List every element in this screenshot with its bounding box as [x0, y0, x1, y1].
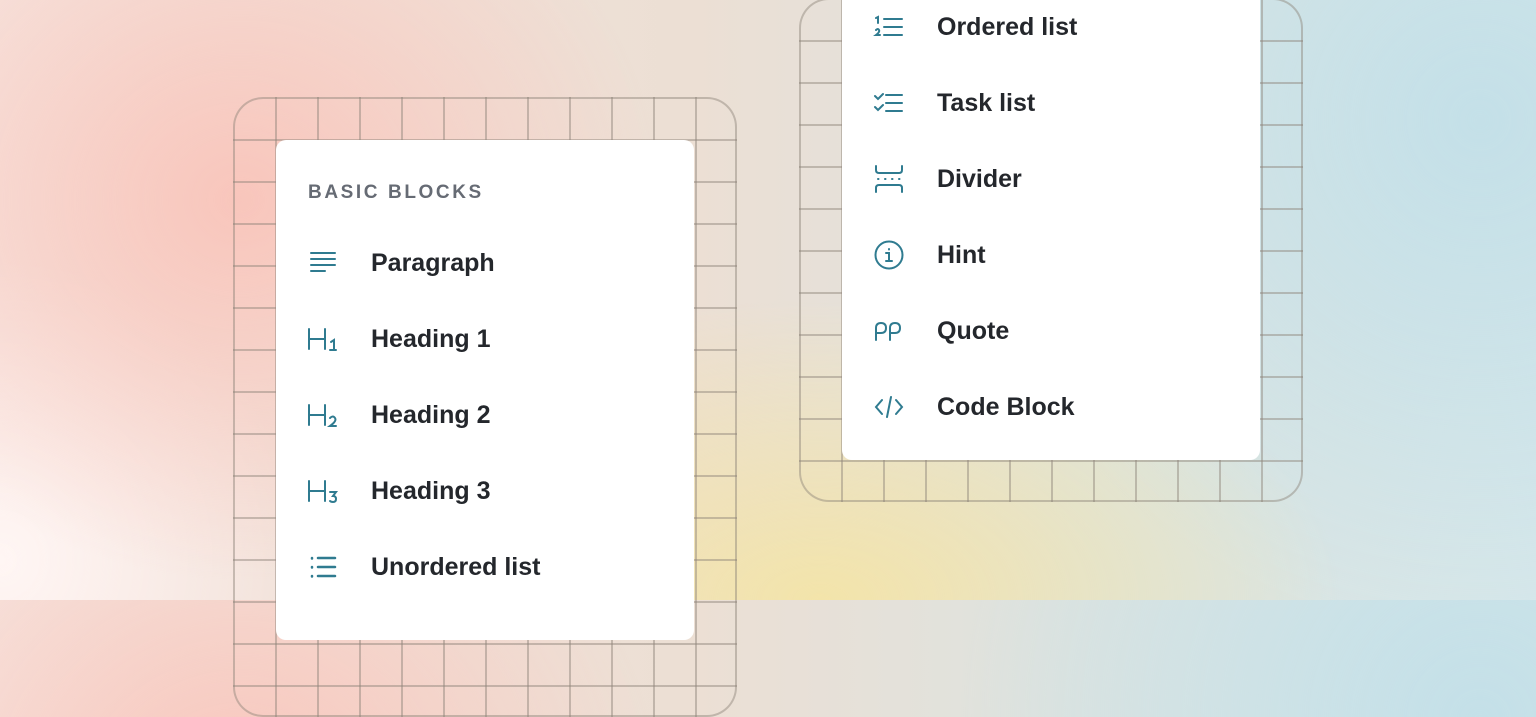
menu-item-heading-1[interactable]: Heading 1 [276, 319, 694, 359]
section-heading: BASIC BLOCKS [308, 182, 484, 203]
quote-icon [872, 314, 906, 348]
menu-item-unordered-list[interactable]: Unordered list [276, 547, 694, 587]
heading-2-icon [306, 398, 340, 432]
paragraph-icon [306, 246, 340, 280]
more-blocks-menu: Ordered list Task list Divider Hint Quot… [842, 0, 1260, 460]
menu-item-label: Heading 1 [371, 324, 491, 353]
task-list-icon [872, 86, 906, 120]
ordered-list-icon [872, 10, 906, 44]
menu-item-label: Hint [937, 240, 986, 269]
menu-item-paragraph[interactable]: Paragraph [276, 243, 694, 283]
basic-blocks-menu: BASIC BLOCKS Paragraph Heading 1 Heading… [276, 140, 694, 640]
menu-item-divider[interactable]: Divider [842, 159, 1260, 199]
menu-item-hint[interactable]: Hint [842, 235, 1260, 275]
menu-item-heading-2[interactable]: Heading 2 [276, 395, 694, 435]
menu-item-label: Paragraph [371, 248, 495, 277]
menu-item-quote[interactable]: Quote [842, 311, 1260, 351]
menu-item-ordered-list[interactable]: Ordered list [842, 7, 1260, 47]
menu-item-label: Heading 3 [371, 476, 491, 505]
menu-item-label: Heading 2 [371, 400, 491, 429]
info-icon [872, 238, 906, 272]
menu-item-label: Ordered list [937, 12, 1078, 41]
heading-1-icon [306, 322, 340, 356]
code-icon [872, 390, 906, 424]
menu-item-label: Divider [937, 164, 1022, 193]
heading-3-icon [306, 474, 340, 508]
menu-item-label: Code Block [937, 392, 1075, 421]
menu-item-heading-3[interactable]: Heading 3 [276, 471, 694, 511]
menu-item-label: Task list [937, 88, 1036, 117]
menu-item-label: Quote [937, 316, 1010, 345]
menu-item-task-list[interactable]: Task list [842, 83, 1260, 123]
divider-icon [872, 162, 906, 196]
menu-item-code-block[interactable]: Code Block [842, 387, 1260, 427]
unordered-list-icon [306, 550, 340, 584]
menu-item-label: Unordered list [371, 552, 541, 581]
